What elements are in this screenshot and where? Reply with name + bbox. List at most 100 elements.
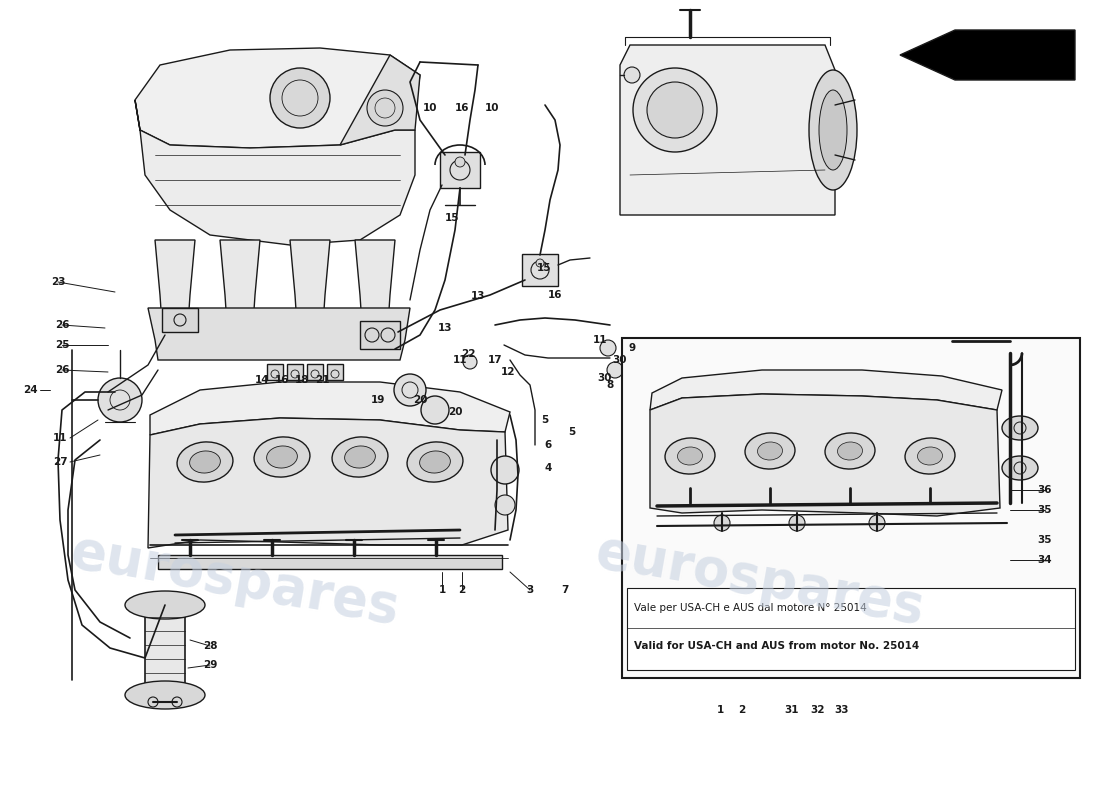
Text: 13: 13 xyxy=(471,291,485,301)
Text: 12: 12 xyxy=(500,367,515,377)
Text: eurospares: eurospares xyxy=(66,526,404,634)
Ellipse shape xyxy=(1002,456,1038,480)
Text: 16: 16 xyxy=(548,290,562,300)
Text: 29: 29 xyxy=(202,660,217,670)
Text: 19: 19 xyxy=(371,395,385,405)
Circle shape xyxy=(869,515,886,531)
Text: 35: 35 xyxy=(1037,505,1053,515)
Text: 10: 10 xyxy=(422,103,438,113)
Text: 34: 34 xyxy=(1037,555,1053,565)
Polygon shape xyxy=(148,418,508,548)
Ellipse shape xyxy=(254,437,310,477)
Circle shape xyxy=(624,67,640,83)
Circle shape xyxy=(607,362,623,378)
Circle shape xyxy=(172,697,182,707)
Text: 8: 8 xyxy=(606,380,614,390)
Bar xyxy=(158,555,502,569)
Ellipse shape xyxy=(344,446,375,468)
Text: 27: 27 xyxy=(53,457,67,467)
Text: 5: 5 xyxy=(569,427,575,437)
Circle shape xyxy=(455,157,465,167)
Polygon shape xyxy=(620,45,835,215)
Ellipse shape xyxy=(837,442,862,460)
Text: 1: 1 xyxy=(439,585,446,595)
Text: 4: 4 xyxy=(544,463,552,473)
Ellipse shape xyxy=(745,433,795,469)
Ellipse shape xyxy=(666,438,715,474)
Circle shape xyxy=(421,396,449,424)
Circle shape xyxy=(463,355,477,369)
Ellipse shape xyxy=(189,451,220,473)
Bar xyxy=(440,152,480,188)
Bar xyxy=(621,338,1080,678)
Polygon shape xyxy=(135,100,415,245)
Ellipse shape xyxy=(820,90,847,170)
Polygon shape xyxy=(340,55,420,145)
Polygon shape xyxy=(287,364,303,380)
Text: 35: 35 xyxy=(1037,535,1053,545)
Text: 2: 2 xyxy=(738,705,746,715)
Ellipse shape xyxy=(905,438,955,474)
Text: 32: 32 xyxy=(811,705,825,715)
Polygon shape xyxy=(327,364,343,380)
Text: 9: 9 xyxy=(628,343,636,353)
Text: 17: 17 xyxy=(487,355,503,365)
Circle shape xyxy=(495,495,515,515)
Text: 7: 7 xyxy=(561,585,569,595)
Text: 20: 20 xyxy=(448,407,462,417)
Circle shape xyxy=(714,515,730,531)
Polygon shape xyxy=(650,370,1002,410)
Text: 16: 16 xyxy=(454,103,470,113)
Text: 26: 26 xyxy=(55,320,69,330)
Circle shape xyxy=(632,68,717,152)
Bar xyxy=(627,588,1075,670)
Text: 6: 6 xyxy=(544,440,551,450)
Ellipse shape xyxy=(125,591,205,619)
Polygon shape xyxy=(150,382,510,435)
Text: 36: 36 xyxy=(1037,485,1053,495)
Text: 33: 33 xyxy=(835,705,849,715)
Polygon shape xyxy=(135,48,420,148)
Circle shape xyxy=(270,68,330,128)
Ellipse shape xyxy=(177,442,233,482)
Text: 22: 22 xyxy=(461,349,475,359)
Polygon shape xyxy=(148,308,410,360)
Ellipse shape xyxy=(825,433,874,469)
Ellipse shape xyxy=(419,451,450,473)
Bar xyxy=(522,254,558,286)
Text: 31: 31 xyxy=(784,705,800,715)
Circle shape xyxy=(98,378,142,422)
Text: 25: 25 xyxy=(55,340,69,350)
Text: 28: 28 xyxy=(202,641,218,651)
Text: 30: 30 xyxy=(597,373,613,383)
Text: Valid for USA-CH and AUS from motor No. 25014: Valid for USA-CH and AUS from motor No. … xyxy=(634,641,920,651)
Ellipse shape xyxy=(266,446,297,468)
Circle shape xyxy=(536,259,544,267)
Circle shape xyxy=(647,82,703,138)
Polygon shape xyxy=(900,30,1075,80)
Text: 14: 14 xyxy=(255,375,270,385)
Text: 21: 21 xyxy=(315,375,329,385)
Text: 24: 24 xyxy=(23,385,37,395)
Text: 11: 11 xyxy=(453,355,468,365)
Circle shape xyxy=(491,456,519,484)
Ellipse shape xyxy=(917,447,943,465)
Ellipse shape xyxy=(678,447,703,465)
Text: eurospares: eurospares xyxy=(592,526,928,634)
Ellipse shape xyxy=(758,442,782,460)
Circle shape xyxy=(789,515,805,531)
Circle shape xyxy=(600,340,616,356)
Bar xyxy=(145,605,185,695)
Text: 15: 15 xyxy=(444,213,460,223)
Text: 11: 11 xyxy=(53,433,67,443)
Polygon shape xyxy=(162,308,198,332)
Text: 26: 26 xyxy=(55,365,69,375)
Text: 30: 30 xyxy=(613,355,627,365)
Text: 16: 16 xyxy=(275,375,289,385)
Polygon shape xyxy=(267,364,283,380)
Text: 18: 18 xyxy=(295,375,309,385)
Text: 20: 20 xyxy=(412,395,427,405)
Text: 13: 13 xyxy=(438,323,452,333)
Text: 10: 10 xyxy=(485,103,499,113)
Ellipse shape xyxy=(332,437,388,477)
